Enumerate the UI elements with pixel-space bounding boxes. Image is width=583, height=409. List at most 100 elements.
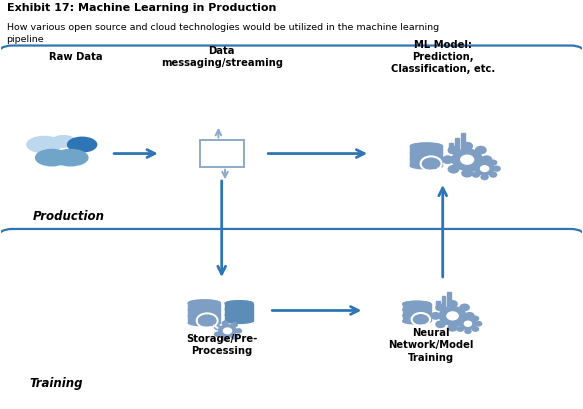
Circle shape xyxy=(473,172,480,177)
Ellipse shape xyxy=(36,149,68,166)
Ellipse shape xyxy=(68,137,97,152)
Text: Neural
Network/Model
Training: Neural Network/Model Training xyxy=(388,328,474,362)
Circle shape xyxy=(493,166,500,171)
Ellipse shape xyxy=(403,313,431,318)
Circle shape xyxy=(452,149,482,170)
Ellipse shape xyxy=(403,301,431,307)
Circle shape xyxy=(231,323,237,327)
Circle shape xyxy=(231,335,237,339)
Ellipse shape xyxy=(410,156,442,162)
Circle shape xyxy=(457,316,463,321)
Ellipse shape xyxy=(225,301,253,306)
Bar xyxy=(442,297,445,309)
Ellipse shape xyxy=(225,306,253,312)
Circle shape xyxy=(480,166,489,171)
Ellipse shape xyxy=(410,143,442,149)
Circle shape xyxy=(448,301,457,307)
Circle shape xyxy=(219,325,236,337)
Circle shape xyxy=(215,332,220,336)
Ellipse shape xyxy=(403,319,431,324)
Circle shape xyxy=(460,318,476,330)
Circle shape xyxy=(222,321,228,325)
Text: How various open source and cloud technologies would be utilized in the machine : How various open source and cloud techno… xyxy=(6,23,438,44)
Text: Training: Training xyxy=(30,378,83,390)
Circle shape xyxy=(476,166,486,173)
Circle shape xyxy=(465,312,474,319)
Circle shape xyxy=(460,321,469,328)
Circle shape xyxy=(223,328,231,334)
Ellipse shape xyxy=(53,149,88,166)
Circle shape xyxy=(236,329,241,333)
Circle shape xyxy=(465,329,471,333)
Circle shape xyxy=(454,321,461,326)
Ellipse shape xyxy=(52,136,75,147)
Circle shape xyxy=(481,175,488,180)
Circle shape xyxy=(476,146,486,154)
Circle shape xyxy=(439,306,466,325)
Ellipse shape xyxy=(188,300,220,306)
Ellipse shape xyxy=(410,163,442,169)
Text: ML Model:
Prediction,
Classification, etc.: ML Model: Prediction, Classification, et… xyxy=(391,40,495,74)
Ellipse shape xyxy=(410,150,442,156)
Circle shape xyxy=(222,336,228,340)
Bar xyxy=(188,316,220,323)
Bar xyxy=(403,304,431,310)
Bar xyxy=(448,292,451,309)
Circle shape xyxy=(476,321,482,326)
Bar xyxy=(225,315,253,321)
Circle shape xyxy=(431,312,440,319)
FancyBboxPatch shape xyxy=(0,45,583,241)
Circle shape xyxy=(465,314,471,319)
Bar xyxy=(403,310,431,315)
Bar xyxy=(188,310,220,316)
Bar xyxy=(410,159,442,166)
Circle shape xyxy=(447,312,458,320)
Text: Production: Production xyxy=(33,210,105,223)
Text: Raw Data: Raw Data xyxy=(50,52,103,62)
Circle shape xyxy=(448,324,457,331)
Circle shape xyxy=(475,162,494,175)
Circle shape xyxy=(460,304,469,311)
Circle shape xyxy=(469,166,476,171)
Bar xyxy=(448,143,452,151)
Circle shape xyxy=(481,156,491,163)
Ellipse shape xyxy=(225,312,253,318)
Bar xyxy=(403,315,431,321)
Ellipse shape xyxy=(410,143,442,149)
Bar xyxy=(436,301,440,309)
Circle shape xyxy=(462,169,472,177)
FancyBboxPatch shape xyxy=(0,229,583,409)
Bar xyxy=(199,140,244,167)
Bar xyxy=(225,303,253,309)
Bar xyxy=(410,146,442,153)
Bar xyxy=(188,303,220,310)
Circle shape xyxy=(473,160,480,165)
Bar xyxy=(461,133,465,151)
Circle shape xyxy=(448,146,459,154)
Bar xyxy=(455,138,459,151)
Ellipse shape xyxy=(188,313,220,319)
Ellipse shape xyxy=(225,318,253,324)
Circle shape xyxy=(472,327,479,331)
Text: Data
messaging/streaming: Data messaging/streaming xyxy=(161,46,283,68)
Circle shape xyxy=(442,156,453,163)
Circle shape xyxy=(464,321,472,326)
Bar xyxy=(410,153,442,159)
Ellipse shape xyxy=(27,137,62,153)
Ellipse shape xyxy=(188,300,220,306)
Circle shape xyxy=(461,155,473,164)
Circle shape xyxy=(457,327,463,331)
Text: Storage/Pre-
Processing: Storage/Pre- Processing xyxy=(186,334,257,356)
Circle shape xyxy=(490,160,497,165)
Circle shape xyxy=(448,166,459,173)
Text: Exhibit 17: Machine Learning in Production: Exhibit 17: Machine Learning in Producti… xyxy=(6,3,276,13)
Circle shape xyxy=(462,142,472,150)
Ellipse shape xyxy=(403,307,431,312)
Circle shape xyxy=(436,321,445,328)
Circle shape xyxy=(490,172,497,177)
Ellipse shape xyxy=(403,301,431,307)
Circle shape xyxy=(481,158,488,163)
Circle shape xyxy=(215,326,220,330)
Bar xyxy=(225,309,253,315)
Ellipse shape xyxy=(188,306,220,313)
